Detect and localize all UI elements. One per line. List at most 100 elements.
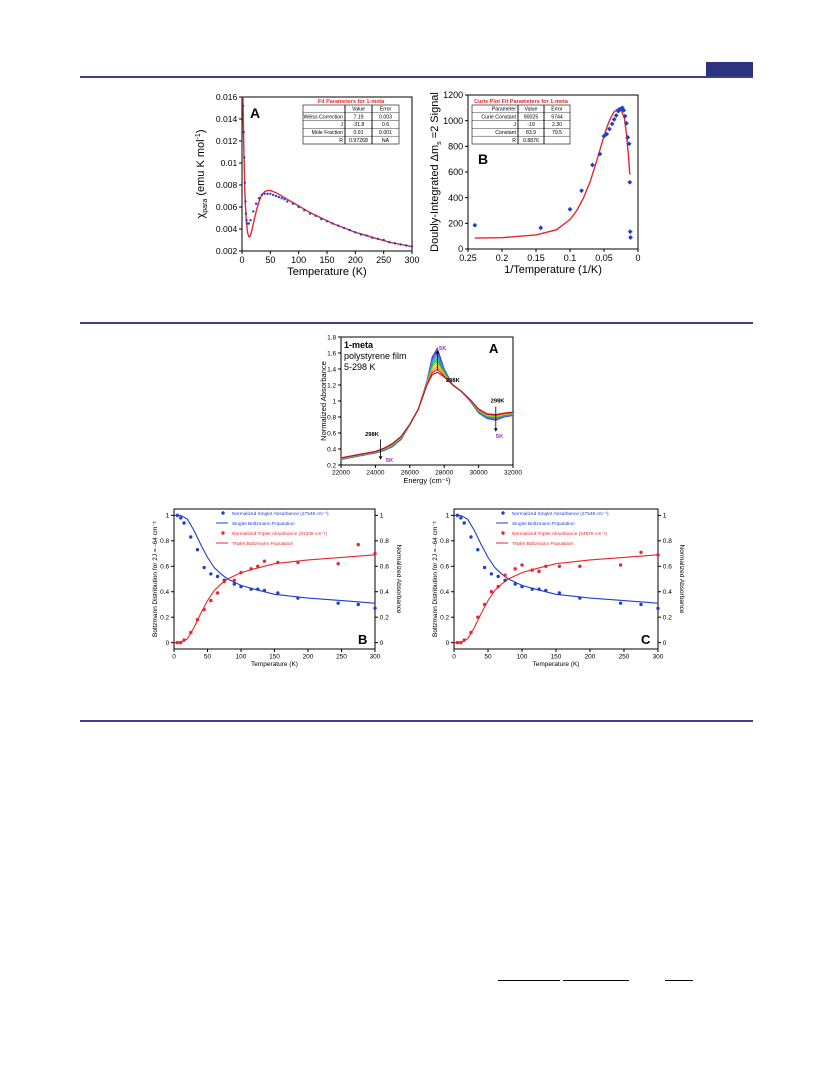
data-point xyxy=(476,615,480,619)
data-point xyxy=(263,192,266,195)
table-cell: R xyxy=(339,138,343,144)
data-point xyxy=(296,560,300,565)
plot-frame xyxy=(453,508,659,650)
arrow-head xyxy=(493,428,498,432)
data-point xyxy=(262,588,267,593)
y-tick-label: 0.2 xyxy=(327,462,336,469)
x-tick-label: 250 xyxy=(376,255,391,265)
legend-label: Normalized Triplet Absorbance (24876 cm⁻… xyxy=(512,531,607,537)
x-axis-label: Energy (cm⁻¹) xyxy=(403,476,451,485)
temperature-annotation: 5K xyxy=(386,458,394,464)
legend-label: Singlet Boltzmann Population xyxy=(512,521,575,527)
y-tick-label: 0.008 xyxy=(216,180,238,190)
data-point xyxy=(296,596,300,600)
data-point xyxy=(482,565,487,570)
data-point xyxy=(242,131,245,134)
table-cell: J xyxy=(513,122,516,128)
data-point xyxy=(336,562,340,566)
sample-condition: polystyrene film xyxy=(344,351,407,361)
footnote-underline xyxy=(563,980,629,981)
data-point xyxy=(371,236,374,239)
y-axis-label-superscript: -1 xyxy=(195,133,202,139)
data-point xyxy=(209,572,213,576)
y-tick-label: 1200 xyxy=(443,90,463,100)
y-tick-label: 1000 xyxy=(443,116,463,126)
data-point xyxy=(356,602,360,607)
data-point xyxy=(520,584,524,589)
data-point xyxy=(627,179,633,185)
y-tick-label: 1 xyxy=(446,513,450,520)
table-cell: 0.001 xyxy=(379,130,392,136)
y-axis-label: Doubly-Integrated Δms =2 Signal xyxy=(429,92,443,252)
data-point xyxy=(604,131,610,137)
data-point xyxy=(530,587,534,591)
data-point xyxy=(320,217,323,221)
curie-plot-chart: 0.25 0.2 0.15 0.1 0.05 0 0 200 400 600 800 1000 1200… xyxy=(429,90,641,276)
data-point xyxy=(520,563,524,567)
y-tick-label: 0.4 xyxy=(440,589,449,596)
y-axis-label-right: Normalized Absorbance xyxy=(395,544,402,613)
temperature-spectrum xyxy=(340,360,514,460)
table-header-cell: Parameter xyxy=(492,107,516,113)
x-tick-label: 22000 xyxy=(332,470,350,477)
table-cell: 0.8876 xyxy=(523,138,539,144)
data-point xyxy=(627,229,633,235)
x-tick-label: 0 xyxy=(635,253,640,263)
data-point xyxy=(382,238,385,242)
temperature-annotation: 298K xyxy=(491,399,506,405)
data-point xyxy=(567,206,573,212)
data-point xyxy=(530,568,534,572)
y-tick-label: 600 xyxy=(448,167,463,177)
y-tick-label: 800 xyxy=(448,141,463,151)
data-point xyxy=(215,574,220,579)
data-point xyxy=(639,602,643,607)
table-cell: Mole Fraction xyxy=(312,130,344,136)
panel-label: B xyxy=(478,151,488,167)
data-point xyxy=(209,598,213,603)
sample-name: 1-meta xyxy=(344,340,374,350)
data-point xyxy=(503,578,507,582)
data-point xyxy=(249,219,252,222)
data-point xyxy=(622,113,628,119)
x-tick-label: 250 xyxy=(336,654,347,661)
x-tick-label: 150 xyxy=(269,654,280,661)
x-tick-label: 30000 xyxy=(470,470,488,477)
y-tick-label: 0.012 xyxy=(216,136,238,146)
x-tick-label: 300 xyxy=(370,654,381,661)
data-point xyxy=(373,551,377,556)
x-tick-label: 50 xyxy=(484,654,492,661)
data-point xyxy=(609,121,615,127)
data-point xyxy=(202,607,206,612)
sample-condition: 5-298 K xyxy=(344,362,376,372)
data-point xyxy=(557,564,562,568)
y-tick-label: 0.6 xyxy=(663,564,672,571)
data-point xyxy=(489,572,494,576)
data-point xyxy=(277,195,281,199)
data-point xyxy=(601,133,607,139)
data-point xyxy=(513,582,517,586)
y-tick-label: 0.4 xyxy=(380,589,389,596)
y-tick-label: 0.8 xyxy=(380,538,389,545)
temperature-spectrum xyxy=(340,357,514,460)
y-tick-label: 0.4 xyxy=(327,446,336,453)
y-tick-label: 1.6 xyxy=(327,350,336,357)
y-tick-label: 0.2 xyxy=(440,614,449,621)
y-tick-label: 0.6 xyxy=(440,564,449,571)
data-point xyxy=(356,542,360,547)
y-axis-label: Normalized Absorbance xyxy=(319,361,328,441)
x-tick-label: 26000 xyxy=(401,470,419,477)
data-point xyxy=(266,192,269,195)
y-tick-label: 0.8 xyxy=(440,538,449,545)
table-cell: NA xyxy=(382,138,390,144)
y-axis-label-main: Doubly-Integrated Δm xyxy=(429,145,441,252)
table-cell: 90025 xyxy=(524,114,539,120)
data-point xyxy=(618,106,624,112)
x-tick-label: 0.25 xyxy=(459,253,477,263)
data-point xyxy=(331,222,334,225)
x-tick-label: 150 xyxy=(551,654,562,661)
data-point xyxy=(472,222,478,228)
data-point xyxy=(297,205,300,209)
arrow-head xyxy=(435,350,440,354)
data-point xyxy=(459,516,463,520)
y-tick-label: 0.01 xyxy=(221,158,238,168)
